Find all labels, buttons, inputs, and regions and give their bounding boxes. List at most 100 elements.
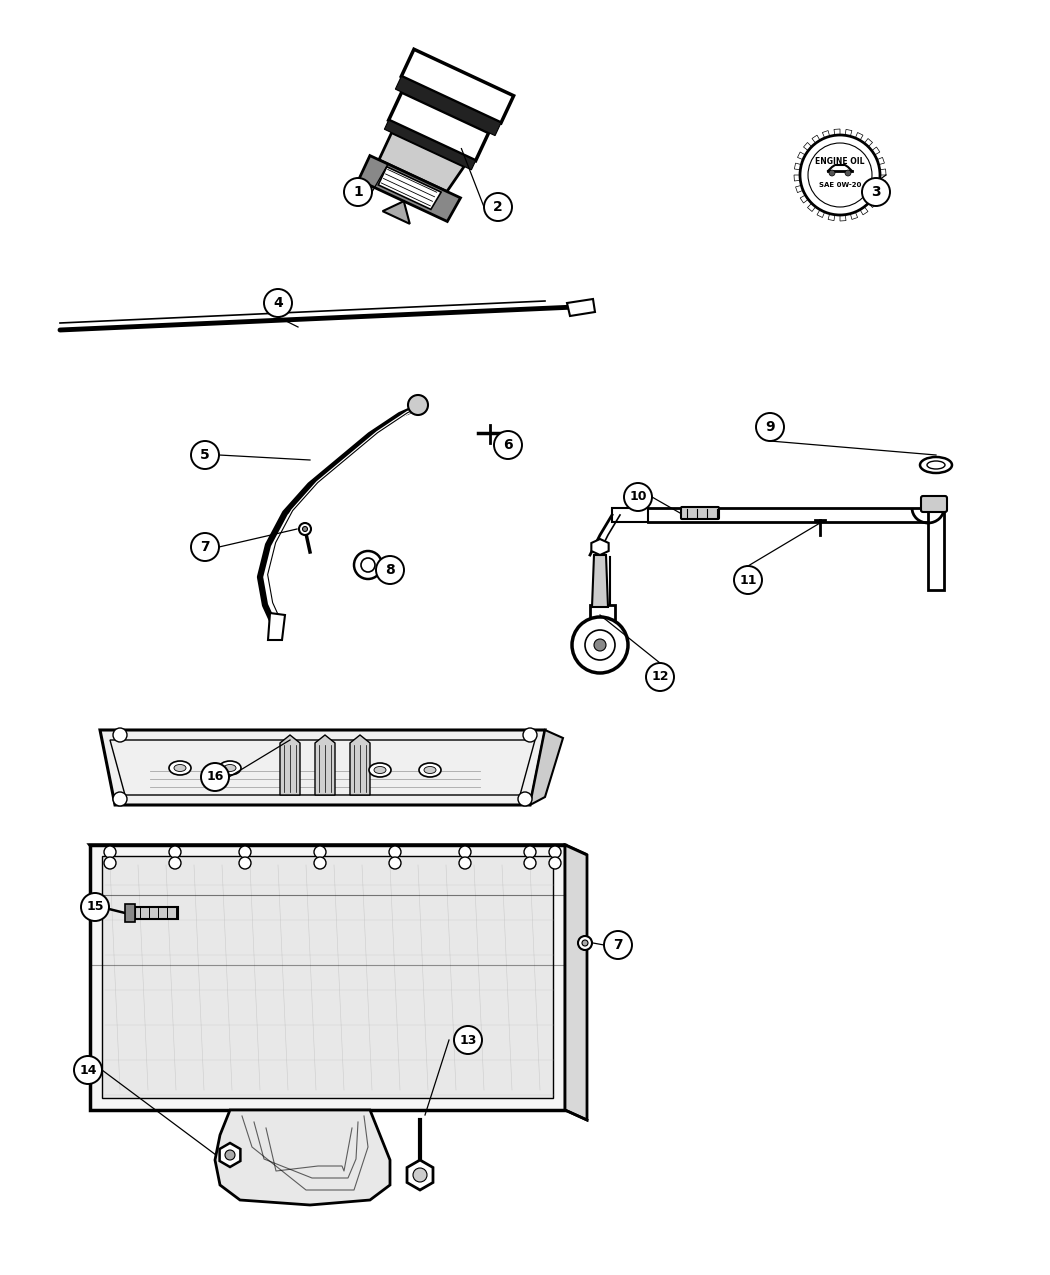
FancyBboxPatch shape	[921, 496, 947, 513]
Polygon shape	[834, 129, 840, 135]
Text: 16: 16	[206, 770, 224, 784]
Polygon shape	[401, 50, 513, 122]
Polygon shape	[800, 195, 808, 203]
Text: 14: 14	[79, 1063, 97, 1076]
Polygon shape	[407, 1160, 433, 1190]
Text: 5: 5	[201, 448, 210, 462]
Text: 6: 6	[503, 439, 512, 453]
Polygon shape	[796, 185, 803, 193]
Ellipse shape	[219, 761, 242, 775]
Circle shape	[808, 143, 871, 207]
Text: 13: 13	[459, 1034, 477, 1047]
Polygon shape	[794, 175, 800, 181]
Circle shape	[582, 940, 588, 946]
Polygon shape	[280, 734, 300, 796]
Polygon shape	[840, 214, 846, 221]
Polygon shape	[860, 207, 868, 214]
Polygon shape	[795, 163, 801, 170]
Polygon shape	[135, 907, 179, 919]
Circle shape	[299, 523, 311, 536]
Circle shape	[376, 556, 404, 584]
Text: SAE 0W-20: SAE 0W-20	[819, 182, 861, 187]
Polygon shape	[807, 203, 816, 212]
Circle shape	[459, 847, 471, 858]
Polygon shape	[382, 201, 410, 224]
Circle shape	[524, 857, 536, 870]
Circle shape	[113, 792, 127, 806]
Ellipse shape	[169, 761, 191, 775]
Text: 11: 11	[739, 574, 757, 586]
Polygon shape	[872, 147, 880, 156]
Circle shape	[354, 551, 382, 579]
Polygon shape	[378, 167, 441, 209]
Text: 9: 9	[765, 419, 775, 434]
Circle shape	[104, 857, 116, 870]
Polygon shape	[358, 156, 461, 222]
Text: 15: 15	[86, 900, 104, 913]
Polygon shape	[612, 507, 648, 521]
Text: 3: 3	[872, 185, 881, 199]
Polygon shape	[565, 845, 587, 1119]
Polygon shape	[396, 76, 501, 135]
Polygon shape	[822, 130, 830, 138]
Circle shape	[81, 892, 109, 921]
Ellipse shape	[927, 462, 945, 469]
Polygon shape	[812, 135, 820, 143]
Circle shape	[454, 1026, 482, 1054]
Circle shape	[594, 639, 606, 652]
Polygon shape	[125, 904, 135, 922]
Circle shape	[523, 728, 537, 742]
Polygon shape	[315, 734, 335, 796]
Circle shape	[494, 431, 522, 459]
Circle shape	[191, 441, 219, 469]
Circle shape	[314, 857, 326, 870]
Circle shape	[314, 847, 326, 858]
Circle shape	[585, 630, 615, 660]
Circle shape	[604, 931, 632, 959]
Circle shape	[734, 566, 762, 594]
Circle shape	[169, 847, 181, 858]
Circle shape	[800, 135, 880, 215]
Ellipse shape	[174, 765, 186, 771]
Polygon shape	[530, 731, 563, 805]
Polygon shape	[388, 92, 488, 161]
Circle shape	[388, 847, 401, 858]
Text: 2: 2	[494, 200, 503, 214]
Circle shape	[344, 179, 372, 207]
Text: ENGINE OIL: ENGINE OIL	[815, 157, 865, 166]
Polygon shape	[868, 199, 877, 208]
Circle shape	[302, 527, 308, 532]
Circle shape	[264, 289, 292, 317]
Circle shape	[624, 483, 652, 511]
Polygon shape	[877, 157, 884, 164]
Circle shape	[549, 857, 561, 870]
Polygon shape	[567, 300, 595, 316]
Circle shape	[518, 792, 532, 806]
Polygon shape	[592, 555, 608, 607]
Circle shape	[388, 857, 401, 870]
FancyBboxPatch shape	[681, 507, 719, 519]
Circle shape	[413, 1168, 427, 1182]
Text: 10: 10	[629, 491, 647, 504]
Polygon shape	[798, 152, 805, 159]
Text: 7: 7	[613, 938, 623, 952]
Text: 1: 1	[353, 185, 363, 199]
Polygon shape	[817, 209, 824, 218]
Polygon shape	[845, 129, 852, 136]
Circle shape	[845, 170, 850, 176]
Ellipse shape	[424, 766, 436, 774]
Polygon shape	[90, 845, 565, 1111]
Circle shape	[191, 533, 219, 561]
Circle shape	[578, 936, 592, 950]
Circle shape	[113, 728, 127, 742]
Text: 12: 12	[651, 671, 669, 683]
Text: 7: 7	[201, 541, 210, 555]
Polygon shape	[110, 740, 536, 796]
Circle shape	[201, 762, 229, 790]
Text: 8: 8	[385, 564, 395, 578]
Circle shape	[459, 857, 471, 870]
Ellipse shape	[419, 762, 441, 776]
Polygon shape	[90, 845, 587, 856]
Polygon shape	[102, 856, 553, 1098]
Circle shape	[862, 179, 890, 207]
